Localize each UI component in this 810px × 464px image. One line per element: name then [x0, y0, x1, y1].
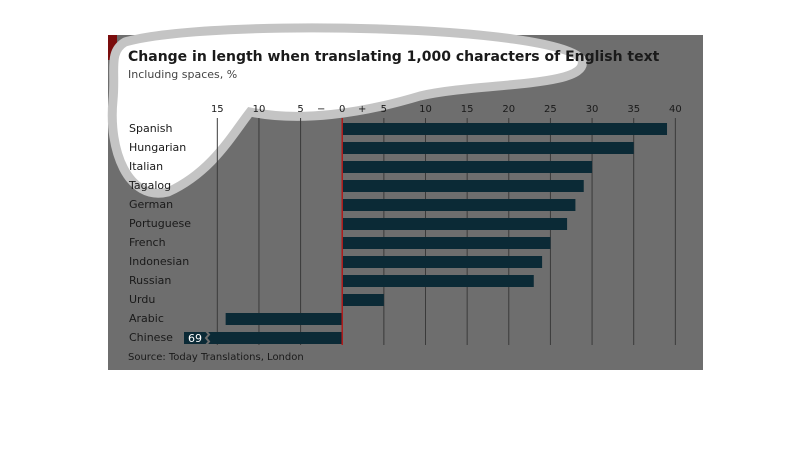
bar	[342, 218, 568, 230]
y-tick-label: French	[129, 236, 166, 249]
bar	[342, 180, 584, 192]
axis-break	[204, 330, 211, 346]
x-tick-label: 40	[669, 104, 682, 115]
y-tick-label: German	[129, 198, 173, 211]
chart-subtitle: Including spaces, %	[128, 68, 237, 81]
bar	[342, 294, 384, 306]
y-tick-label: Hungarian	[129, 141, 186, 154]
sign-minus: −	[317, 104, 325, 115]
sign-plus: +	[358, 104, 366, 115]
source: Source: Today Translations, London	[128, 352, 304, 363]
y-tick-label: Indonesian	[129, 255, 189, 268]
bar	[342, 123, 668, 135]
bar	[225, 313, 343, 325]
bar	[342, 237, 551, 249]
x-tick-label: 5	[297, 104, 303, 115]
bar	[342, 256, 543, 268]
y-tick-label: Urdu	[129, 293, 155, 306]
y-tick-label: Arabic	[129, 312, 164, 325]
x-tick-label: 0	[339, 104, 345, 115]
x-tick-label: 30	[586, 104, 599, 115]
chart-title: Change in length when translating 1,000 …	[128, 49, 660, 65]
value-label: 69	[188, 332, 202, 345]
y-tick-label: Portuguese	[129, 217, 191, 230]
bar	[184, 332, 343, 344]
x-tick-label: 15	[461, 104, 474, 115]
x-tick-label: 10	[419, 104, 432, 115]
x-tick-label: 20	[502, 104, 515, 115]
bar	[342, 199, 576, 211]
x-tick-label: 10	[253, 104, 266, 115]
x-tick-label: 15	[211, 104, 224, 115]
x-tick-label: 5	[381, 104, 387, 115]
brand-block	[108, 35, 117, 60]
bar	[342, 142, 634, 154]
y-tick-label: Spanish	[129, 122, 172, 135]
x-tick-label: 35	[627, 104, 640, 115]
y-tick-label: Tagalog	[128, 179, 171, 192]
bar	[342, 275, 534, 287]
y-tick-label: Russian	[129, 274, 171, 287]
x-tick-label: 25	[544, 104, 557, 115]
bar	[342, 161, 593, 173]
spotlight	[107, 23, 587, 198]
y-tick-label: Italian	[129, 160, 163, 173]
y-tick-label: Chinese	[129, 331, 173, 344]
